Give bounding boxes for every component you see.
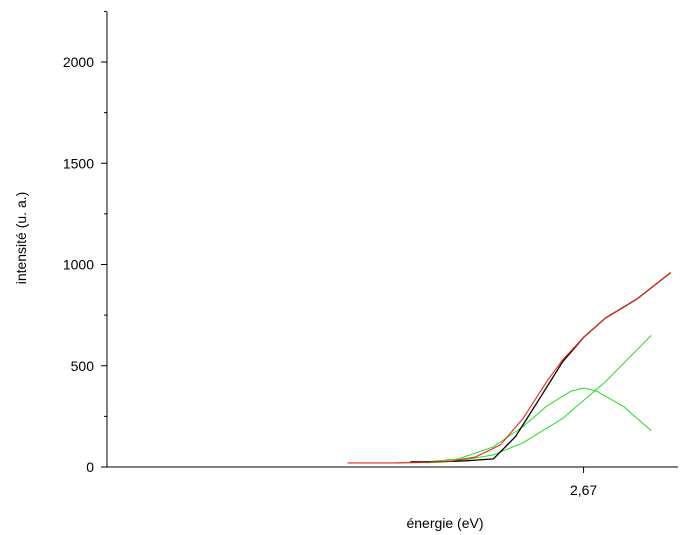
fit-line (347, 272, 672, 464)
x-axis-title: énergie (eV) (406, 515, 483, 531)
y-axis-title: intensité (u. a.) (13, 192, 29, 285)
y-tick-label: 1500 (63, 155, 94, 171)
x-tick-label: 2,67 (570, 482, 597, 498)
y-tick-label: 2000 (63, 54, 94, 70)
y-tick-label: 1000 (63, 257, 94, 273)
data-line (410, 272, 672, 463)
plot-area (347, 272, 672, 464)
y-tick-label: 0 (86, 459, 94, 475)
y-tick-label: 500 (71, 358, 95, 374)
component-line-1 (395, 387, 652, 464)
